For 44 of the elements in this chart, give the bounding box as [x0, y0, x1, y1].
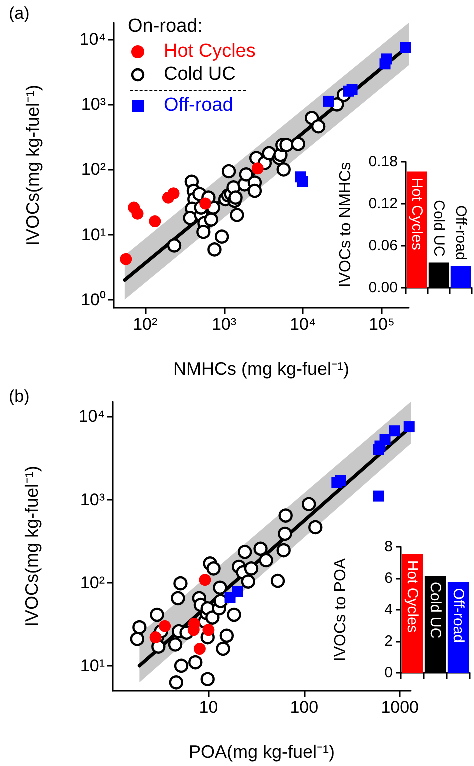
x-axis-title: POA(mg kg-fuel⁻¹) [188, 742, 336, 762]
y-tick-label: 4 [384, 602, 393, 618]
legend-title: On-road: [128, 16, 204, 39]
x-tick-label: 100 [290, 698, 319, 717]
y-tick-label: 0.18 [368, 154, 398, 170]
x-tick-label: Hot Cycles [408, 178, 426, 250]
chart-title: (b) [9, 387, 30, 406]
y-tick-label: 0.06 [368, 238, 398, 254]
legend-label: Off-road [164, 95, 234, 116]
y-tick-label: 6 [384, 570, 393, 587]
x-tick-label: Hot Cycles [404, 560, 421, 633]
x-tick-label: Off-road [450, 588, 467, 644]
y-tick-label: 10¹ [80, 656, 106, 676]
y-axis-title: IVOCs(mg kg-fuel⁻¹) [23, 84, 43, 246]
y-tick-label: 10⁰ [81, 290, 106, 310]
y-tick-label: 10⁴ [80, 30, 106, 50]
y-axis-title: IVOCs to POA [332, 558, 350, 662]
y-tick-label: 10³ [80, 490, 106, 510]
x-tick-label: Cold UC [430, 200, 448, 257]
chart-title: (a) [9, 4, 30, 23]
y-tick-label: 10² [81, 160, 106, 180]
x-tick-label: 10 [199, 698, 218, 717]
y-tick-label: 2 [384, 633, 393, 650]
y-tick-label: 8 [384, 538, 393, 556]
x-tick-label: 10³ [212, 315, 237, 334]
x-tick-label: Cold UC [427, 582, 444, 639]
x-tick-label: 10⁴ [290, 315, 316, 334]
y-tick-label: 10¹ [81, 225, 106, 244]
x-tick-label: Off-road [452, 206, 470, 260]
legend-label: Cold UC [164, 64, 236, 85]
x-tick-label: 10⁵ [369, 315, 395, 334]
y-tick-label: 10⁴ [78, 407, 105, 426]
y-tick-label: 10² [80, 573, 106, 592]
y-tick-label: 0 [384, 664, 393, 682]
x-tick-label: 10² [133, 315, 158, 334]
x-tick-label: 1000 [381, 698, 420, 717]
bar [450, 266, 472, 288]
y-axis-title: IVOCs(mg kg-fuel⁻¹) [22, 466, 42, 628]
y-axis-title: IVOCs to NMHCs [338, 162, 354, 288]
y-tick-label: 0.12 [368, 196, 398, 212]
y-tick-label: 0.00 [368, 280, 398, 296]
legend-label: Hot Cycles [164, 41, 256, 62]
x-axis-title: NMHCs (mg kg-fuel⁻¹) [173, 359, 350, 379]
y-tick-label: 10³ [81, 95, 106, 114]
